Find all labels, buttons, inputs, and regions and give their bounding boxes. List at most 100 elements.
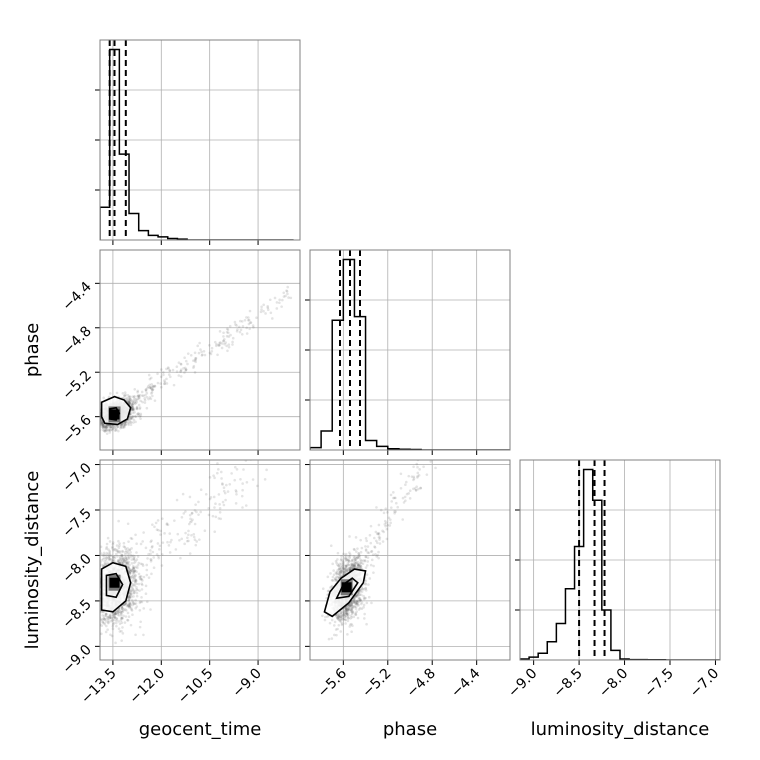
- scatter-point: [133, 576, 136, 580]
- scatter-point: [217, 344, 221, 347]
- scatter-point: [101, 423, 105, 427]
- scatter-point: [145, 563, 149, 567]
- scatter-point: [353, 605, 357, 609]
- scatter-point: [222, 339, 225, 343]
- scatter-point: [117, 620, 120, 623]
- scatter-point: [130, 569, 133, 572]
- scatter-point: [340, 557, 343, 561]
- scatter-point: [138, 415, 142, 418]
- scatter-point: [120, 639, 123, 642]
- scatter-point: [132, 408, 136, 412]
- scatter-point: [123, 608, 127, 611]
- scatter-point: [334, 559, 338, 563]
- scatter-point: [247, 318, 251, 322]
- scatter-point: [356, 599, 359, 603]
- scatter-point: [209, 352, 213, 356]
- scatter-point: [336, 617, 340, 621]
- scatter-point: [341, 559, 344, 562]
- scatter-point: [111, 427, 114, 430]
- scatter-point: [342, 609, 345, 613]
- scatter-point: [287, 296, 290, 299]
- y-tick-label: −7.5: [59, 506, 94, 541]
- scatter-point: [119, 425, 123, 429]
- scatter-point: [128, 402, 132, 405]
- scatter-point: [341, 566, 345, 570]
- scatter-point: [123, 603, 126, 606]
- scatter-point: [128, 602, 132, 605]
- scatter-point: [488, 342, 491, 345]
- scatter-point: [217, 493, 221, 496]
- scatter-point: [217, 343, 220, 347]
- scatter-point: [353, 556, 356, 559]
- panel-frame: [309, 249, 511, 451]
- scatter-point: [111, 622, 115, 626]
- scatter-point: [168, 532, 172, 535]
- scatter-point: [167, 544, 171, 547]
- scatter-point: [355, 610, 358, 613]
- scatter-phase-vs-luminosity-distance: [321, 342, 491, 641]
- scatter-point: [100, 425, 104, 428]
- scatter-point: [106, 628, 109, 631]
- scatter-point: [165, 367, 168, 371]
- scatter-point: [109, 557, 112, 561]
- scatter-point: [127, 566, 131, 569]
- scatter-point: [111, 546, 114, 550]
- scatter-point: [128, 548, 131, 552]
- scatter-point: [120, 555, 124, 558]
- scatter-point: [127, 598, 131, 602]
- scatter-point: [96, 412, 99, 415]
- scatter-point: [120, 557, 124, 561]
- scatter-point: [457, 409, 460, 412]
- scatter-point: [133, 555, 136, 558]
- scatter-point: [133, 402, 137, 405]
- scatter-point: [128, 399, 131, 403]
- scatter-point: [240, 494, 244, 498]
- scatter-point: [354, 601, 358, 605]
- scatter-point: [367, 595, 371, 599]
- scatter-point: [86, 583, 89, 586]
- scatter-point: [130, 417, 134, 420]
- scatter-point: [359, 538, 362, 542]
- scatter-point: [183, 371, 186, 374]
- scatter-point: [129, 417, 132, 421]
- scatter-point: [338, 570, 341, 574]
- scatter-point: [124, 561, 127, 565]
- scatter-point: [96, 419, 99, 422]
- scatter-point: [96, 598, 99, 601]
- scatter-point: [96, 608, 99, 611]
- scatter-point: [439, 452, 442, 455]
- scatter-point: [359, 602, 363, 606]
- scatter-point: [130, 608, 133, 611]
- scatter-point: [345, 609, 349, 613]
- scatter-point: [139, 600, 142, 604]
- scatter-point: [393, 511, 396, 515]
- scatter-point: [347, 566, 351, 570]
- scatter-point: [349, 604, 353, 607]
- scatter-point: [245, 316, 248, 319]
- scatter-point: [177, 374, 181, 377]
- scatter-point: [175, 365, 179, 369]
- scatter-point: [94, 598, 97, 601]
- scatter-point: [113, 612, 117, 616]
- scatter-point: [150, 546, 154, 549]
- scatter-point: [344, 570, 347, 573]
- scatter-point: [385, 527, 389, 531]
- scatter-point: [141, 564, 145, 567]
- scatter-point: [199, 488, 203, 492]
- scatter-point: [199, 348, 202, 351]
- scatter-point: [355, 550, 358, 553]
- scatter-point: [289, 296, 293, 300]
- scatter-point: [151, 550, 155, 554]
- scatter-point: [137, 403, 141, 407]
- scatter-point: [132, 395, 136, 399]
- scatter-point: [120, 422, 123, 426]
- scatter-point: [429, 460, 433, 463]
- scatter-point: [457, 419, 460, 422]
- scatter-point: [135, 594, 139, 598]
- scatter-point: [481, 361, 484, 364]
- scatter-point: [102, 425, 106, 429]
- scatter-point: [127, 557, 131, 560]
- scatter-point: [272, 452, 275, 455]
- scatter-point: [116, 425, 120, 428]
- scatter-point: [117, 519, 120, 523]
